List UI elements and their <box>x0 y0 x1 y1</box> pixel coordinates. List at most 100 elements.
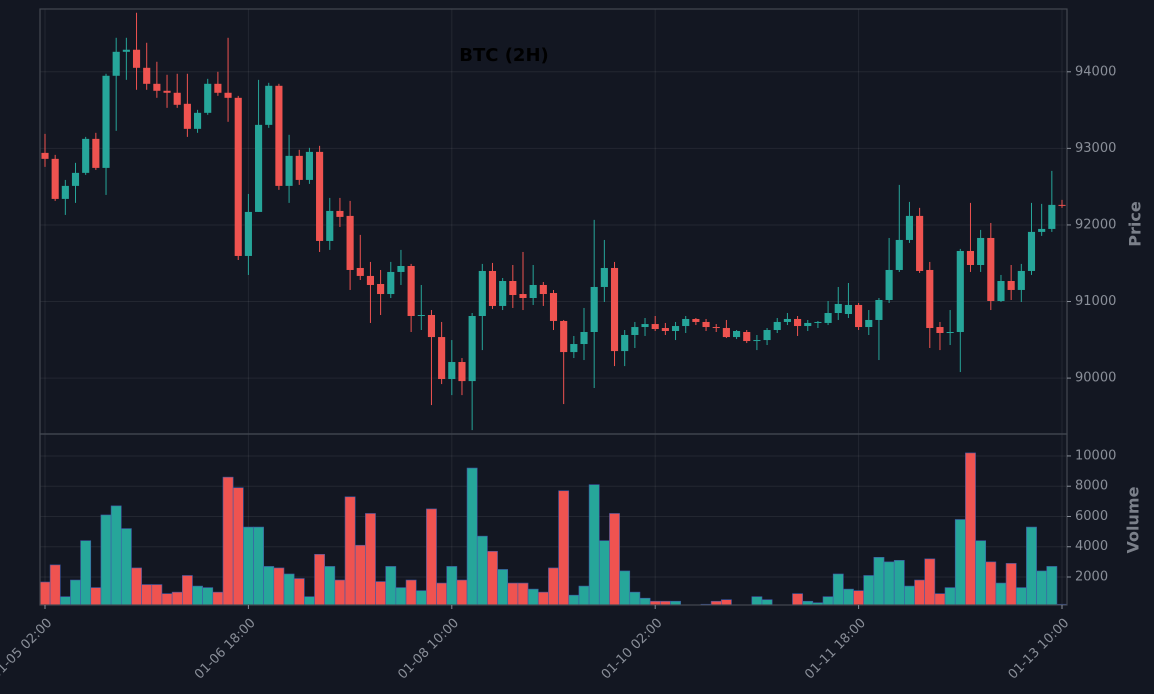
candle-body <box>722 328 730 338</box>
candle-body <box>651 324 659 330</box>
volume-bar <box>263 566 275 606</box>
volume-bar <box>517 582 529 606</box>
volume-tick-label: 6000 <box>1075 509 1108 524</box>
volume-bar <box>537 591 549 606</box>
candle-body <box>743 332 751 342</box>
candle-body <box>488 270 497 306</box>
volume-bar <box>843 588 854 606</box>
candle-body <box>570 344 578 353</box>
volume-bar <box>609 513 620 606</box>
candle-body <box>763 330 771 341</box>
volume-bar <box>883 561 895 606</box>
volume-bar <box>873 557 885 606</box>
candle-body <box>387 271 395 295</box>
volume-bar <box>405 579 417 606</box>
volume-bar <box>253 526 264 606</box>
candle-body <box>1007 281 1015 290</box>
candle-body <box>539 284 547 295</box>
candle-body <box>773 321 781 331</box>
volume-bar <box>822 596 834 606</box>
volume-bar <box>863 575 875 606</box>
candle-body <box>275 85 283 186</box>
y-tick-label: 93000 <box>1075 141 1116 156</box>
candle-body <box>204 83 212 113</box>
candle-body <box>600 267 608 287</box>
candle-body <box>905 215 914 240</box>
candle-body <box>122 49 130 52</box>
volume-bar <box>487 550 498 606</box>
candle-body <box>244 211 252 256</box>
candle-body <box>682 318 690 327</box>
candle-body <box>1027 231 1036 271</box>
candle-body <box>895 239 903 270</box>
candle-body <box>936 327 944 333</box>
y-tick-label: 91000 <box>1075 294 1116 309</box>
volume-tick-label: 8000 <box>1075 479 1108 494</box>
volume-bar <box>497 569 509 606</box>
candle-body <box>102 75 110 168</box>
volume-bar <box>192 585 203 606</box>
candle-body <box>163 90 171 93</box>
volume-bar <box>761 599 773 606</box>
candle-body <box>865 319 873 328</box>
candle-body <box>560 320 568 353</box>
candle-body <box>702 321 710 328</box>
candle-body <box>997 281 1005 301</box>
candle-body <box>844 304 852 315</box>
candle-body <box>549 293 558 321</box>
candle-body <box>977 237 985 265</box>
volume-bar <box>212 591 224 606</box>
candle-body <box>814 321 822 323</box>
volume-tick-label: 4000 <box>1075 539 1108 554</box>
candle-body <box>580 332 588 345</box>
candle-body <box>692 318 700 322</box>
volume-bar <box>944 587 956 606</box>
volume-bar <box>365 513 376 606</box>
volume-bar <box>558 490 570 606</box>
volume-bar <box>975 540 987 606</box>
volume-bar <box>283 573 295 606</box>
candle-body <box>143 67 151 84</box>
volume-bar <box>1026 526 1037 606</box>
volume-bar <box>548 567 559 606</box>
candle-body <box>458 362 466 382</box>
candle-body <box>265 85 273 125</box>
candle-body <box>132 49 141 68</box>
candle-body <box>794 318 802 327</box>
candle-body <box>92 138 100 168</box>
volume-bar <box>243 526 254 606</box>
volume-bar <box>1036 570 1048 606</box>
volume-bar <box>639 597 651 606</box>
volume-bar <box>90 587 102 606</box>
volume-bar <box>120 528 132 606</box>
volume-tick-label: 2000 <box>1075 570 1108 585</box>
candle-body <box>173 92 181 105</box>
candle-body <box>417 315 425 316</box>
volume-bar <box>965 452 976 606</box>
volume-bar <box>456 579 468 606</box>
volume-bar <box>446 566 458 606</box>
volume-bar <box>39 581 51 606</box>
volume-bar <box>476 535 488 606</box>
volume-bar <box>161 593 173 606</box>
volume-bar <box>354 544 366 606</box>
volume-bar <box>100 514 112 606</box>
candle-body <box>631 327 639 335</box>
volume-bar <box>426 508 437 606</box>
candle-body <box>234 97 242 256</box>
volume-bar <box>629 591 641 606</box>
candle-body <box>1038 228 1046 232</box>
volume-bar <box>59 596 71 606</box>
volume-bar <box>181 575 193 606</box>
volume-bar <box>202 587 214 606</box>
candle-body <box>224 92 232 98</box>
volume-bar <box>598 540 610 606</box>
volume-bar <box>344 496 356 606</box>
candle-body <box>885 269 893 300</box>
candle-body <box>621 334 629 352</box>
volume-bar <box>141 584 153 606</box>
candle-body <box>438 337 446 380</box>
candle-body <box>590 286 598 332</box>
candle-body <box>671 326 680 332</box>
candle-body <box>519 294 527 298</box>
